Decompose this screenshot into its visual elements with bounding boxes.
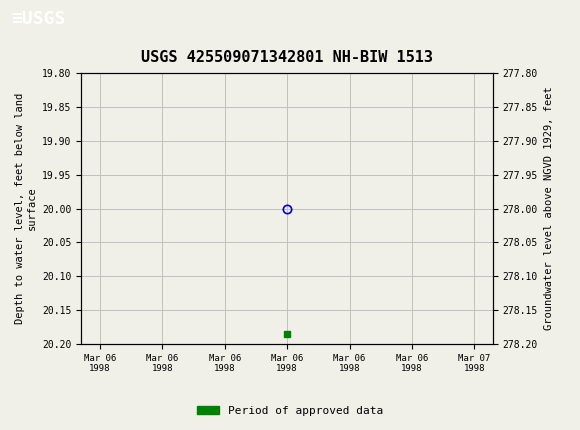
Legend: Period of approved data: Period of approved data <box>193 401 387 420</box>
Title: USGS 425509071342801 NH-BIW 1513: USGS 425509071342801 NH-BIW 1513 <box>141 50 433 65</box>
Text: ≡USGS: ≡USGS <box>12 10 66 28</box>
Y-axis label: Depth to water level, feet below land
surface: Depth to water level, feet below land su… <box>15 93 37 324</box>
Y-axis label: Groundwater level above NGVD 1929, feet: Groundwater level above NGVD 1929, feet <box>543 87 553 330</box>
